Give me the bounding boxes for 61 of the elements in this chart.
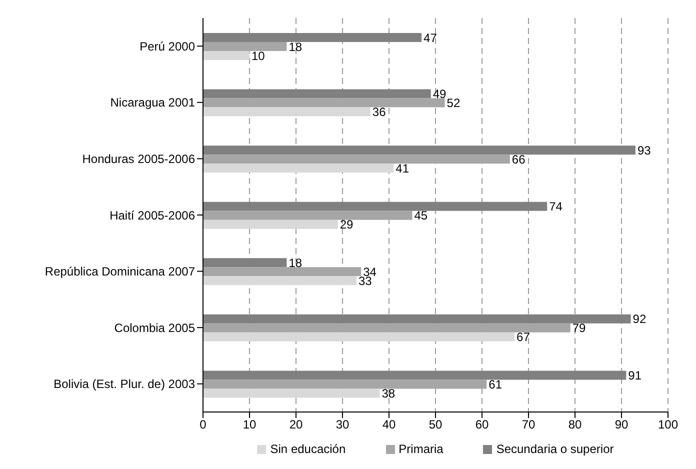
data-label: 79 (572, 321, 586, 336)
bar (203, 276, 356, 286)
bar (203, 154, 510, 164)
bar (203, 370, 626, 380)
bar (203, 98, 445, 108)
bar (203, 42, 287, 51)
x-tick-label: 0 (200, 418, 207, 432)
bar (203, 51, 250, 60)
y-tick-label: Nicaragua 2001 (110, 96, 196, 110)
x-tick-label: 100 (658, 418, 678, 432)
bar (203, 388, 380, 398)
data-label: 36 (372, 105, 386, 120)
bar (203, 33, 422, 42)
data-label: 93 (637, 143, 652, 158)
legend-label: Primaria (398, 442, 444, 456)
x-tick-label: 40 (382, 418, 396, 432)
x-tick-label: 70 (522, 418, 536, 432)
bar (203, 314, 631, 324)
x-tick-label: 20 (289, 418, 303, 432)
data-label: 18 (288, 40, 302, 54)
y-tick-label: República Dominicana 2007 (44, 264, 196, 279)
data-label: 45 (414, 208, 428, 223)
x-tick-label: 30 (336, 418, 350, 432)
bar (203, 210, 412, 220)
x-tick-label: 80 (568, 418, 582, 432)
bar (203, 380, 487, 389)
y-tick-label: Bolivia (Est. Plur. de) 2003 (54, 377, 196, 392)
x-tick-label: 90 (614, 418, 628, 432)
bar (203, 89, 431, 98)
data-label: 74 (549, 200, 563, 214)
data-label: 91 (628, 368, 642, 382)
data-label: 18 (288, 256, 302, 270)
legend-label: Secundaria o superior (495, 442, 614, 456)
x-tick-label: 60 (475, 418, 489, 432)
data-label: 67 (516, 330, 530, 344)
bar (203, 164, 394, 173)
bar (203, 258, 287, 268)
data-label: 52 (446, 96, 460, 110)
bar (203, 332, 515, 342)
data-label: 92 (632, 312, 646, 326)
data-label: 66 (512, 152, 526, 166)
y-tick-label: Honduras 2005-2006 (82, 152, 196, 166)
x-tick-label: 50 (428, 418, 442, 432)
y-tick-label: Haití 2005-2006 (110, 208, 196, 222)
data-label: 49 (432, 87, 447, 102)
bar (203, 146, 636, 155)
data-label: 47 (424, 30, 438, 45)
x-tick-label: 10 (242, 418, 256, 432)
data-label: 10 (252, 48, 266, 63)
data-label: 41 (396, 161, 410, 176)
y-tick-label: Perú 2000 (140, 39, 196, 54)
legend-label: Sin educación (269, 442, 346, 456)
bar (203, 220, 338, 229)
y-tick-label: Colombia 2005 (114, 320, 196, 335)
data-label: 38 (382, 386, 396, 400)
data-label: 29 (340, 218, 354, 232)
data-label: 61 (488, 377, 502, 392)
bar (203, 202, 548, 211)
bar (203, 107, 370, 116)
bar (203, 323, 570, 332)
bar (203, 267, 362, 276)
